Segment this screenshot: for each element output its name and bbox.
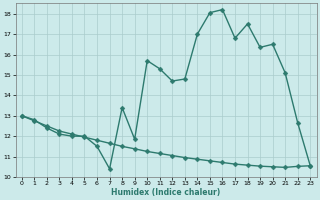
X-axis label: Humidex (Indice chaleur): Humidex (Indice chaleur) xyxy=(111,188,221,197)
